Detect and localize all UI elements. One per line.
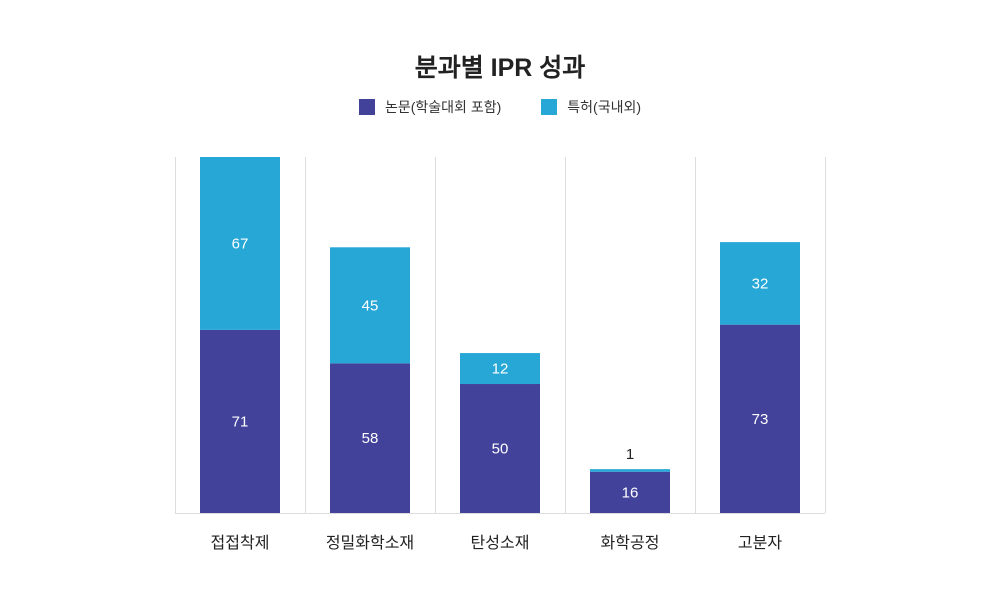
x-tick-label: 화학공정 <box>601 534 660 552</box>
legend-swatch-papers <box>359 99 375 115</box>
x-tick-label: 탄성소재 <box>471 534 530 552</box>
bar-patents <box>200 157 280 330</box>
bar-patents-label: 1 <box>626 446 634 463</box>
bar-patents-label: 12 <box>492 361 509 378</box>
legend-label-patents: 특허(국내외) <box>567 99 641 115</box>
legend-label-papers: 논문(학술대회 포함) <box>385 99 502 115</box>
bar-papers <box>590 471 670 513</box>
bar-patents <box>460 353 540 385</box>
bar-patents <box>720 242 800 325</box>
legend-swatch-patents <box>541 99 558 115</box>
bar-papers <box>460 384 540 513</box>
bar-papers-label: 58 <box>362 430 379 447</box>
bar-papers-label: 50 <box>492 441 509 458</box>
bar-papers <box>330 363 410 513</box>
x-tick-label: 고분자 <box>738 534 782 552</box>
bar-papers-label: 71 <box>232 413 249 430</box>
bar-patents <box>590 469 670 472</box>
legend-item-patents: 특허(국내외) <box>541 97 641 117</box>
bar-papers-label: 16 <box>622 484 639 501</box>
bar-papers <box>200 329 280 513</box>
bar-patents-label: 67 <box>232 235 249 252</box>
x-tick-label: 정밀화학소재 <box>326 534 414 552</box>
chart-title: 분과별 IPR 성과 <box>414 54 586 82</box>
x-tick-label: 접접착제 <box>211 534 270 552</box>
bar-patents <box>330 247 410 364</box>
bar-patents-label: 32 <box>752 275 769 292</box>
legend-item-papers: 논문(학술대회 포함) <box>359 97 501 117</box>
bar-patents-label: 45 <box>362 297 379 314</box>
bar-papers <box>720 324 800 513</box>
bar-papers-label: 73 <box>752 411 769 428</box>
chart-legend: 논문(학술대회 포함) 특허(국내외) <box>0 97 1000 117</box>
